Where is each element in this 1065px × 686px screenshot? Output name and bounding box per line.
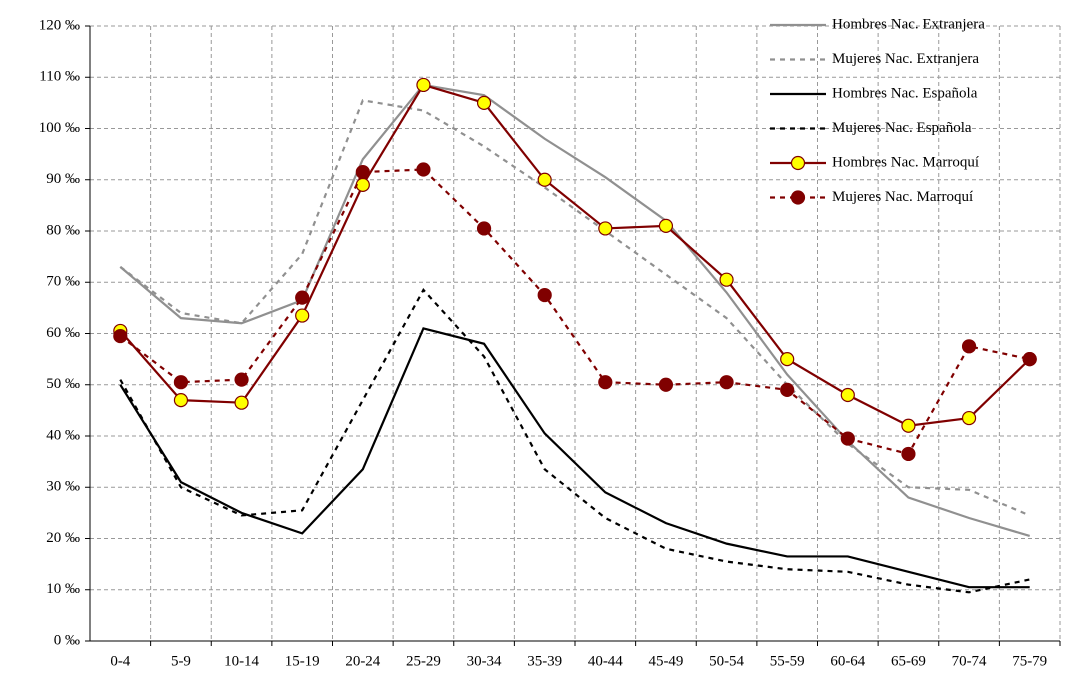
marker <box>901 446 916 462</box>
legend-marker <box>790 155 806 171</box>
marker <box>416 77 431 93</box>
series-line <box>119 83 1031 537</box>
series-line <box>119 83 1031 427</box>
y-tick-label: 20 ‰ <box>46 530 80 546</box>
series-line <box>119 168 1030 456</box>
y-tick-label: 60 ‰ <box>46 325 80 341</box>
y-tick-label: 90 ‰ <box>46 171 80 187</box>
marker <box>961 339 977 354</box>
x-tick-label: 55-59 <box>770 653 805 669</box>
marker <box>840 431 855 446</box>
x-tick-label: 5-9 <box>171 653 191 669</box>
marker <box>537 287 552 303</box>
marker <box>598 375 613 390</box>
x-tick-label: 70-74 <box>952 653 987 669</box>
marker <box>295 290 310 305</box>
legend-label: Hombres Nac. Española <box>832 85 978 101</box>
legend-label: Mujeres Nac. Española <box>832 120 972 136</box>
x-tick-label: 65-69 <box>891 653 926 669</box>
x-tick-label: 10-14 <box>224 653 259 669</box>
x-tick-label: 50-54 <box>709 653 744 669</box>
y-tick-label: 30 ‰ <box>46 479 80 495</box>
x-tick-label: 30-34 <box>467 653 502 669</box>
y-tick-label: 10 ‰ <box>46 581 80 597</box>
marker <box>961 410 977 426</box>
marker <box>719 272 734 287</box>
series-line <box>119 327 1030 589</box>
marker <box>598 221 613 236</box>
legend-label: Hombres Nac. Marroquí <box>832 154 979 170</box>
marker <box>355 177 370 192</box>
y-tick-label: 40 ‰ <box>46 427 80 443</box>
y-tick-label: 80 ‰ <box>46 222 80 238</box>
marker <box>234 372 249 387</box>
y-tick-label: 110 ‰ <box>39 69 80 85</box>
marker <box>173 393 189 408</box>
marker <box>355 164 370 180</box>
x-tick-label: 45-49 <box>648 653 683 669</box>
x-tick-label: 75-79 <box>1012 653 1047 669</box>
marker <box>476 221 492 236</box>
y-tick-label: 100 ‰ <box>39 120 80 136</box>
x-tick-label: 35-39 <box>527 653 562 669</box>
marker <box>719 375 734 390</box>
y-tick-label: 70 ‰ <box>46 274 80 290</box>
marker <box>1022 352 1037 367</box>
marker <box>537 172 552 187</box>
x-tick-label: 0-4 <box>110 653 130 669</box>
y-tick-label: 120 ‰ <box>39 17 80 33</box>
marker <box>113 328 128 344</box>
x-tick-label: 15-19 <box>285 653 320 669</box>
marker <box>234 395 249 410</box>
marker <box>840 387 855 403</box>
y-tick-label: 50 ‰ <box>46 376 80 392</box>
marker <box>173 375 189 390</box>
marker <box>780 352 795 367</box>
legend-marker <box>790 190 806 205</box>
x-tick-label: 40-44 <box>588 653 623 669</box>
x-tick-label: 25-29 <box>406 653 441 669</box>
marker <box>780 382 795 397</box>
marker <box>416 162 431 177</box>
marker <box>476 95 492 110</box>
series-line <box>119 288 1030 594</box>
marker <box>295 308 310 323</box>
legend-label: Hombres Nac. Extranjera <box>832 16 985 32</box>
x-tick-label: 60-64 <box>830 653 865 669</box>
y-tick-label: 0 ‰ <box>54 632 80 648</box>
legend-label: Mujeres Nac. Marroquí <box>832 189 973 205</box>
legend-label: Mujeres Nac. Extranjera <box>832 51 979 67</box>
marker <box>658 377 674 392</box>
x-tick-label: 20-24 <box>345 653 380 669</box>
marker <box>658 218 674 233</box>
marker <box>901 418 916 433</box>
series-line <box>119 99 1031 517</box>
